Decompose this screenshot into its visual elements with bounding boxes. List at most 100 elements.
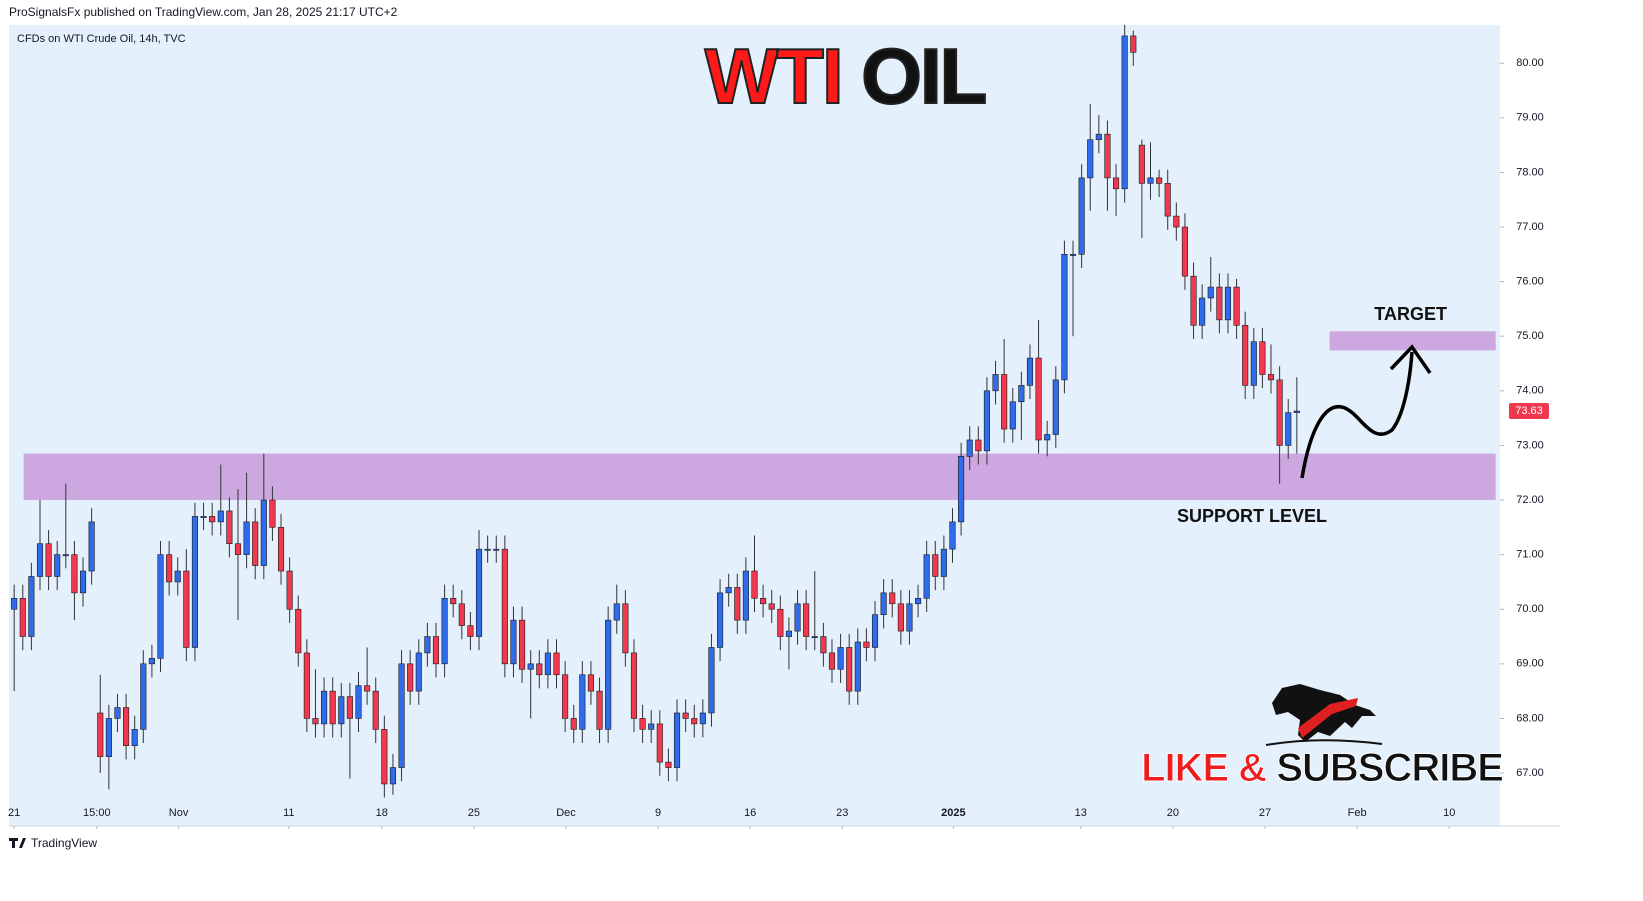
- candle-body: [501, 548, 508, 665]
- candle-body: [88, 521, 95, 572]
- candle-body: [923, 554, 930, 599]
- y-tick-label: 78.00: [1516, 166, 1544, 178]
- y-tick-label: 80.00: [1516, 57, 1544, 69]
- candle-body: [510, 619, 517, 665]
- candle-body: [295, 608, 302, 654]
- candle-body: [1061, 254, 1068, 381]
- candle-body: [355, 685, 362, 719]
- candle-body: [544, 652, 551, 676]
- candle-body: [570, 718, 577, 730]
- candle-body: [1173, 215, 1180, 228]
- candle-body: [1001, 374, 1008, 430]
- cta: LIKE & SUBSCRIBE: [1141, 746, 1503, 790]
- candle-body: [1216, 286, 1223, 321]
- last-price-badge: [1509, 403, 1549, 420]
- candle-body: [1078, 177, 1085, 255]
- chart-title: WTI OIL: [705, 32, 986, 120]
- x-tick-label: Dec: [556, 807, 576, 819]
- candle-body: [932, 554, 939, 577]
- y-tick-label: 68.00: [1516, 712, 1544, 724]
- candle-body: [622, 603, 629, 654]
- candle-body: [1121, 35, 1128, 190]
- candle-body: [587, 674, 594, 692]
- candle-body: [949, 521, 956, 550]
- tv-logo-mark: [9, 838, 26, 848]
- candle-body: [915, 598, 922, 605]
- candle-body: [699, 712, 706, 725]
- candle-body: [794, 603, 801, 632]
- zone: [23, 453, 1496, 501]
- candle-body: [1069, 254, 1077, 256]
- candle-body: [131, 729, 138, 747]
- candle-body: [579, 674, 586, 730]
- x-tick-label: 2025: [941, 807, 965, 819]
- cta-part: SUBSCRIBE: [1276, 746, 1503, 790]
- candle-body: [983, 390, 990, 452]
- candle-body: [286, 570, 293, 610]
- axes: 67.00 68.00 69.00 70.00 71.00 72.00 73.00 74.00…: [8, 57, 1544, 829]
- y-tick-label: 77.00: [1516, 221, 1544, 233]
- candle-body: [768, 603, 775, 610]
- candle-body: [596, 690, 603, 730]
- candle-body: [562, 674, 569, 719]
- x-tick-label: 13: [1075, 807, 1087, 819]
- x-tick-label: 25: [468, 807, 480, 819]
- zone-label: SUPPORT LEVEL: [1177, 506, 1327, 526]
- candle-body: [673, 712, 681, 768]
- y-tick-label: 69.00: [1516, 658, 1544, 670]
- candle-body: [656, 723, 663, 763]
- candle-body: [1164, 183, 1171, 217]
- candle-body: [450, 598, 457, 605]
- candle-body: [682, 712, 689, 719]
- candle-body: [1156, 177, 1163, 184]
- candle-body: [751, 570, 758, 599]
- candle-body: [863, 641, 870, 648]
- candle-body: [424, 636, 431, 654]
- candle-body: [191, 516, 198, 648]
- candle-body: [243, 521, 250, 555]
- candle-body: [1242, 325, 1249, 386]
- last-price-label: 73.63: [1515, 405, 1543, 417]
- candle-body: [1095, 133, 1102, 140]
- x-tick-label: 16: [744, 807, 756, 819]
- candle-body: [346, 696, 353, 719]
- candle-body: [708, 647, 715, 714]
- candle-body: [1259, 341, 1266, 375]
- candle-body: [880, 592, 887, 615]
- candle-body: [329, 690, 336, 725]
- candle-body: [1207, 286, 1214, 299]
- candle-body: [828, 652, 836, 670]
- candle-body: [734, 587, 741, 621]
- candle-body: [1250, 341, 1257, 386]
- candle-body: [372, 690, 379, 730]
- candle-body: [846, 647, 853, 692]
- x-tick-label: 18: [376, 807, 388, 819]
- candle-body: [458, 603, 465, 626]
- candle-body: [303, 652, 310, 719]
- candle-body: [639, 718, 646, 730]
- x-tick-label: 10: [1443, 807, 1455, 819]
- candle-body: [114, 707, 121, 719]
- candle-body: [269, 499, 276, 528]
- candle-body: [252, 521, 259, 566]
- candle-body: [467, 625, 474, 637]
- candle-body: [338, 696, 345, 725]
- candle-body: [123, 707, 130, 747]
- price-axis-background: [1500, 25, 1560, 826]
- y-tick-label: 71.00: [1516, 549, 1544, 561]
- candle-body: [364, 685, 371, 692]
- candle-body: [1285, 412, 1292, 446]
- candle-body: [1052, 379, 1059, 435]
- candle-body: [277, 527, 285, 572]
- x-tick-label: Nov: [169, 807, 189, 819]
- zones: [23, 331, 1496, 501]
- candle-body: [1018, 385, 1025, 403]
- candle-body: [975, 439, 982, 452]
- candle-body: [1044, 434, 1051, 441]
- candle-body: [1035, 357, 1042, 441]
- candle-body: [605, 619, 612, 730]
- x-tick-label: 9: [655, 807, 661, 819]
- candle-body: [484, 548, 491, 551]
- candle-body: [1104, 133, 1111, 179]
- candle-body: [226, 510, 233, 545]
